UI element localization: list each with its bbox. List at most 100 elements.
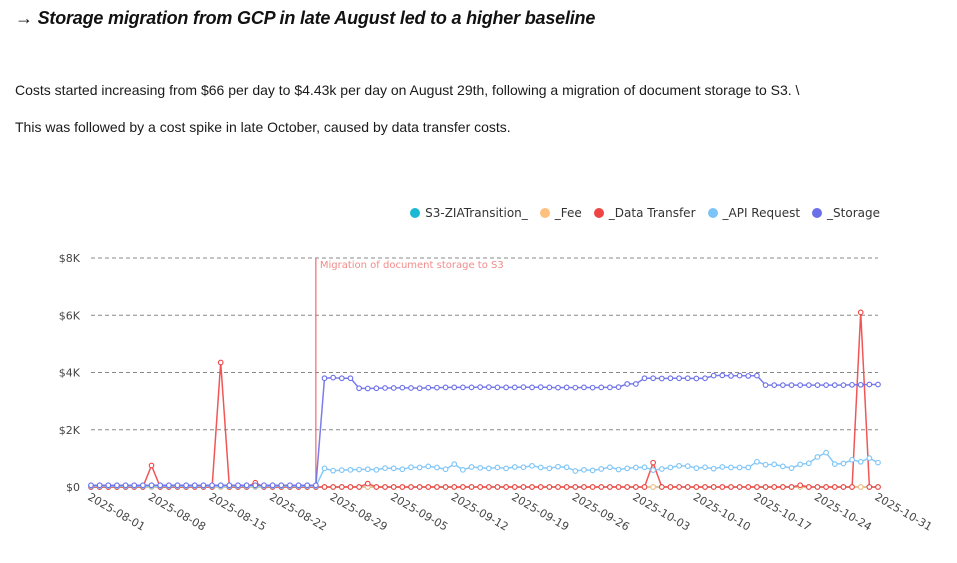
data-point bbox=[624, 484, 631, 490]
x-tick-label: 2025-10-10 bbox=[691, 490, 753, 533]
data-point bbox=[313, 482, 319, 489]
data-point bbox=[399, 384, 406, 391]
data-point bbox=[745, 464, 752, 471]
data-point bbox=[321, 375, 328, 382]
data-point bbox=[434, 464, 440, 471]
data-point bbox=[364, 385, 371, 392]
data-point bbox=[546, 465, 553, 472]
data-point bbox=[797, 482, 804, 489]
x-tick-label: 2025-08-08 bbox=[146, 490, 208, 533]
data-point bbox=[416, 484, 423, 490]
data-point bbox=[200, 482, 207, 489]
data-point bbox=[849, 456, 855, 463]
data-point bbox=[754, 372, 760, 379]
legend-item[interactable]: _API Request bbox=[707, 206, 800, 220]
legend-item[interactable]: _Fee bbox=[539, 206, 582, 220]
data-point bbox=[589, 484, 596, 490]
data-point bbox=[537, 384, 544, 390]
data-point bbox=[373, 385, 380, 392]
data-point bbox=[382, 465, 388, 471]
data-point bbox=[468, 484, 475, 490]
data-point bbox=[650, 375, 656, 382]
data-point bbox=[304, 482, 311, 489]
data-point bbox=[364, 480, 371, 487]
data-point bbox=[555, 463, 561, 470]
data-point bbox=[390, 385, 397, 391]
data-point bbox=[693, 465, 700, 471]
data-point bbox=[191, 482, 198, 489]
data-point bbox=[641, 484, 648, 490]
data-point bbox=[460, 466, 466, 473]
data-point bbox=[347, 375, 354, 382]
data-point bbox=[857, 484, 864, 490]
data-point bbox=[667, 375, 674, 382]
data-point bbox=[780, 463, 786, 470]
x-tick-label: 2025-08-22 bbox=[267, 490, 329, 533]
data-point bbox=[650, 484, 656, 490]
data-point bbox=[442, 484, 449, 490]
data-point bbox=[797, 382, 804, 388]
data-point bbox=[572, 484, 579, 490]
data-point bbox=[754, 458, 760, 465]
data-point bbox=[771, 484, 778, 490]
data-point bbox=[485, 384, 492, 390]
data-point bbox=[408, 464, 414, 471]
data-point bbox=[788, 484, 795, 490]
data-point bbox=[831, 461, 838, 467]
data-point bbox=[217, 359, 224, 366]
legend-dot-icon bbox=[707, 208, 718, 218]
data-point bbox=[269, 482, 276, 489]
x-tick-label: 2025-08-29 bbox=[328, 490, 390, 533]
data-point bbox=[667, 464, 674, 471]
data-point bbox=[529, 384, 535, 391]
data-point bbox=[736, 372, 743, 379]
data-point bbox=[598, 484, 605, 490]
data-point bbox=[719, 372, 726, 379]
data-point bbox=[684, 463, 691, 469]
data-point bbox=[598, 384, 605, 391]
data-point bbox=[442, 384, 449, 391]
chart-legend: S3-ZIATransition_ _Fee _Data Transfer _API … bbox=[410, 206, 880, 220]
x-tick-label: 2025-09-26 bbox=[570, 490, 632, 533]
data-point bbox=[157, 482, 164, 489]
data-point bbox=[165, 482, 172, 489]
data-point bbox=[382, 385, 388, 391]
data-point bbox=[754, 484, 760, 490]
data-point bbox=[338, 375, 345, 382]
data-point bbox=[235, 482, 241, 489]
data-point bbox=[780, 382, 786, 388]
data-point bbox=[866, 484, 873, 490]
detail-paragraph: This was followed by a cost spike in lat… bbox=[15, 119, 511, 135]
data-point bbox=[572, 384, 579, 391]
data-point bbox=[632, 464, 639, 471]
data-point bbox=[477, 484, 484, 490]
y-tick-label: $8K bbox=[59, 252, 81, 265]
data-point bbox=[805, 382, 812, 388]
data-point bbox=[857, 458, 864, 465]
data-point bbox=[114, 482, 120, 489]
y-tick-label: $4K bbox=[59, 367, 81, 380]
data-point bbox=[581, 384, 587, 391]
data-point bbox=[261, 482, 267, 489]
data-point bbox=[641, 375, 648, 382]
data-point bbox=[615, 466, 622, 473]
series-line bbox=[91, 451, 879, 487]
legend-item[interactable]: _Storage bbox=[812, 206, 880, 220]
data-point bbox=[581, 466, 587, 473]
data-point bbox=[330, 374, 337, 381]
data-point bbox=[866, 455, 873, 461]
x-tick-label: 2025-10-03 bbox=[630, 490, 692, 533]
data-point bbox=[693, 375, 700, 382]
data-point bbox=[849, 484, 855, 490]
data-point bbox=[555, 484, 561, 490]
data-point bbox=[805, 460, 812, 467]
legend-item[interactable]: _Data Transfer bbox=[593, 206, 696, 220]
data-point bbox=[840, 484, 847, 490]
legend-item[interactable]: S3-ZIATransition_ bbox=[410, 206, 528, 220]
data-point bbox=[607, 384, 613, 391]
data-point bbox=[814, 382, 821, 388]
data-point bbox=[624, 465, 631, 472]
data-point bbox=[425, 384, 432, 391]
data-point bbox=[728, 484, 734, 490]
data-point bbox=[745, 373, 752, 379]
